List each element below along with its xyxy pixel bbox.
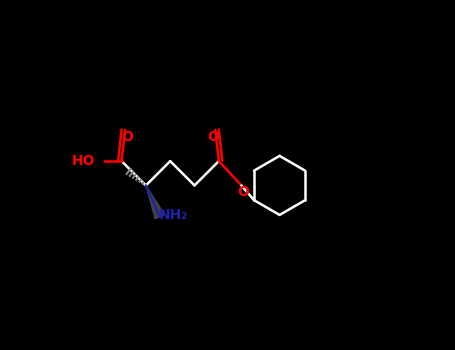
Text: O: O — [207, 130, 220, 144]
Text: NH₂: NH₂ — [158, 208, 187, 222]
Polygon shape — [146, 186, 165, 219]
Text: O: O — [121, 130, 133, 144]
Text: HO: HO — [72, 154, 96, 168]
Text: O: O — [237, 186, 249, 199]
